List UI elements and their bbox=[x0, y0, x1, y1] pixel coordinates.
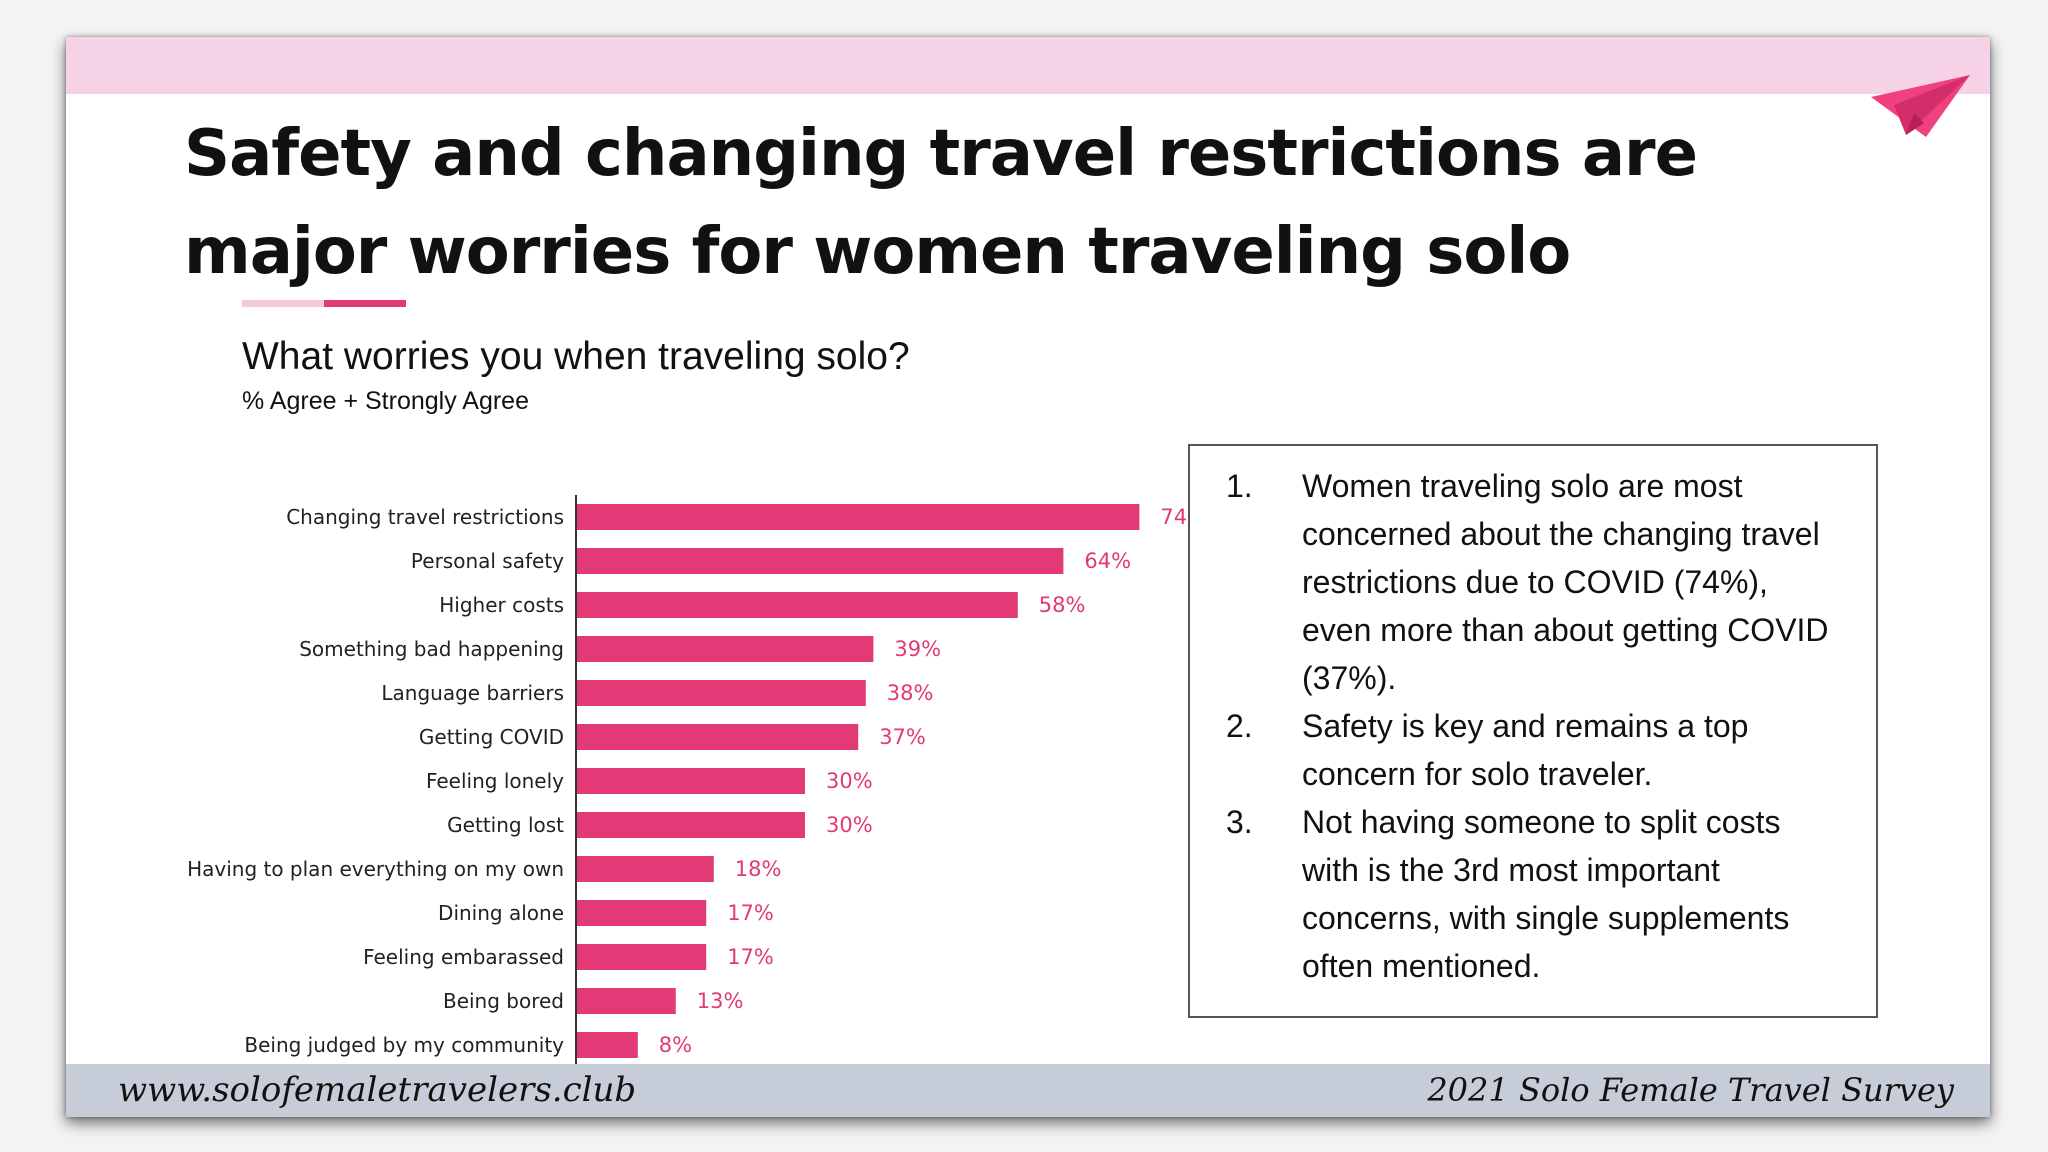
headline: Safety and changing travel restrictions … bbox=[184, 117, 1698, 289]
value-label: 39% bbox=[894, 637, 941, 661]
slide: Safety and changing travel restrictions … bbox=[66, 37, 1990, 1117]
accent-line-dark bbox=[324, 300, 406, 307]
bar bbox=[577, 900, 707, 926]
bar bbox=[577, 856, 714, 882]
category-label: Higher costs bbox=[439, 593, 564, 617]
category-label: Something bad happening bbox=[299, 637, 564, 661]
value-label: 13% bbox=[697, 989, 744, 1013]
value-label: 38% bbox=[887, 681, 934, 705]
paper-plane-icon bbox=[1871, 75, 1970, 137]
bar bbox=[577, 1032, 638, 1058]
insight-number: 2. bbox=[1226, 708, 1253, 744]
footer-website: www.solofemaletravelers.club bbox=[118, 1070, 637, 1110]
category-label: Being bored bbox=[443, 989, 564, 1013]
bar bbox=[577, 504, 1140, 530]
footer-band bbox=[66, 1064, 1990, 1117]
bar-chart: Changing travel restrictions 74%Personal … bbox=[187, 495, 1207, 1075]
insight-text: Safety is key and remains a top concern … bbox=[1302, 708, 1749, 792]
accent-line-light bbox=[242, 300, 324, 307]
insight-text: Not having someone to split costs with i… bbox=[1302, 804, 1790, 984]
top-band bbox=[66, 37, 1990, 94]
value-label: 30% bbox=[826, 769, 873, 793]
value-label: 64% bbox=[1084, 549, 1131, 573]
insight-item: 3. Not having someone to split costs with… bbox=[1226, 798, 1846, 990]
bar bbox=[577, 724, 859, 750]
category-label: Feeling embarassed bbox=[363, 945, 564, 969]
category-label: Language barriers bbox=[381, 681, 564, 705]
chart-title: What worries you when traveling solo? bbox=[242, 335, 910, 378]
category-label: Dining alone bbox=[438, 901, 564, 925]
insight-number: 1. bbox=[1226, 468, 1253, 504]
bar bbox=[577, 636, 874, 662]
category-label: Changing travel restrictions bbox=[286, 505, 564, 529]
value-label: 18% bbox=[735, 857, 782, 881]
bar bbox=[577, 680, 866, 706]
category-label: Getting COVID bbox=[419, 725, 564, 749]
insight-text: Women traveling solo are most concerned … bbox=[1302, 468, 1829, 696]
footer-survey-name: 2021 Solo Female Travel Survey bbox=[1427, 1071, 1954, 1109]
insight-item: 1. Women traveling solo are most concerne… bbox=[1226, 462, 1846, 702]
category-label: Feeling lonely bbox=[426, 769, 564, 793]
chart-subtitle: % Agree + Strongly Agree bbox=[242, 387, 529, 415]
bar bbox=[577, 548, 1064, 574]
insight-item: 2. Safety is key and remains a top concer… bbox=[1226, 702, 1846, 798]
insights-box: 1. Women traveling solo are most concerne… bbox=[1188, 444, 1878, 1018]
value-label: 8% bbox=[659, 1033, 692, 1057]
category-label: Having to plan everything on my own bbox=[187, 857, 564, 881]
value-label: 17% bbox=[727, 945, 774, 969]
bar bbox=[577, 812, 805, 838]
bar bbox=[577, 592, 1018, 618]
category-label: Being judged by my community bbox=[244, 1033, 564, 1057]
bar bbox=[577, 944, 707, 970]
category-label: Getting lost bbox=[447, 813, 564, 837]
value-label: 58% bbox=[1039, 593, 1086, 617]
insight-number: 3. bbox=[1226, 804, 1253, 840]
value-label: 17% bbox=[727, 901, 774, 925]
value-label: 37% bbox=[879, 725, 926, 749]
category-label: Personal safety bbox=[411, 549, 564, 573]
bar bbox=[577, 988, 676, 1014]
insights-list: 1. Women traveling solo are most concerne… bbox=[1190, 446, 1876, 990]
value-label: 30% bbox=[826, 813, 873, 837]
bar bbox=[577, 768, 805, 794]
